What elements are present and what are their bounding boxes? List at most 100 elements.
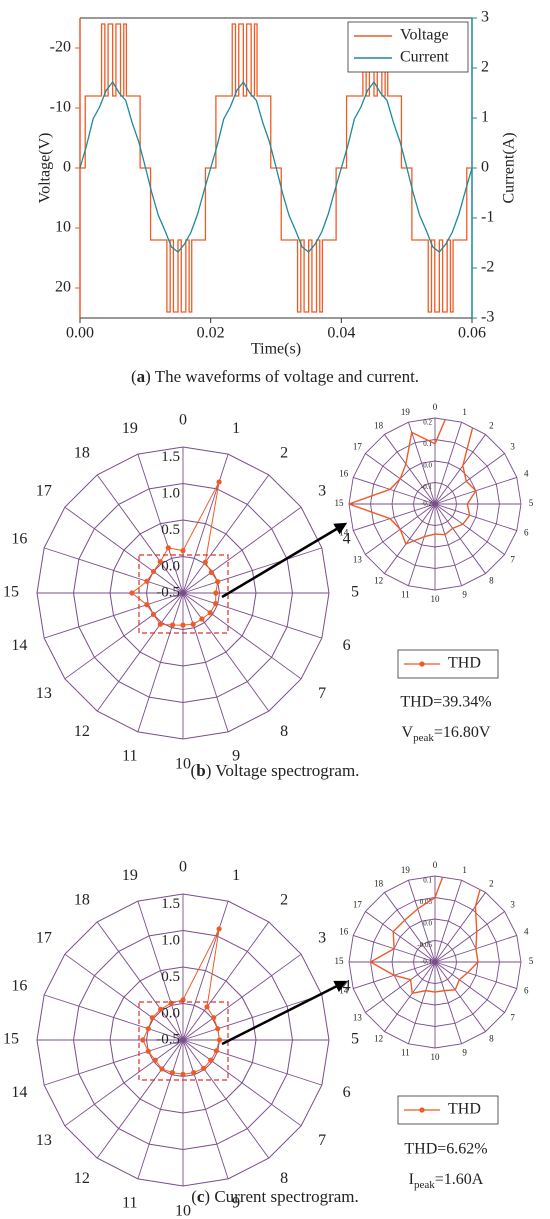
category-label: 7 bbox=[510, 1012, 515, 1022]
series-line bbox=[349, 418, 521, 545]
r-tick-label: -0.5 bbox=[156, 1031, 180, 1047]
peak-text: =1.60A bbox=[435, 1171, 484, 1188]
series-point bbox=[213, 590, 219, 596]
category-label: 10 bbox=[431, 594, 441, 604]
series-point bbox=[157, 621, 163, 627]
series-point bbox=[216, 1037, 223, 1043]
series-point bbox=[149, 1015, 155, 1021]
grid-ring bbox=[109, 966, 257, 1114]
category-label: 15 bbox=[335, 956, 345, 966]
category-label: 11 bbox=[401, 589, 410, 599]
category-label: 2 bbox=[489, 878, 494, 888]
r-tick-label: 1.5 bbox=[161, 449, 180, 465]
r-tick-label: 0.05 bbox=[420, 898, 433, 906]
grid-ring bbox=[72, 482, 294, 704]
legend-label: THD bbox=[448, 1101, 481, 1118]
caption-text: ) The waveforms of voltage and current. bbox=[145, 367, 419, 386]
category-label: 13 bbox=[353, 554, 363, 564]
series-point bbox=[216, 479, 222, 485]
legend-marker bbox=[419, 661, 425, 667]
category-label: 3 bbox=[318, 930, 326, 947]
zoom-arrow bbox=[221, 522, 348, 599]
category-label: 16 bbox=[11, 978, 27, 995]
series-point bbox=[152, 1057, 158, 1063]
category-label: 14 bbox=[339, 986, 349, 996]
grid-ring bbox=[370, 439, 500, 569]
caption-prefix: ( bbox=[191, 761, 197, 780]
category-label: 4 bbox=[524, 926, 529, 936]
category-label: 18 bbox=[74, 445, 90, 462]
category-label: 1 bbox=[232, 420, 240, 437]
category-label: 10 bbox=[175, 1203, 191, 1219]
grid-ring bbox=[391, 918, 479, 1006]
grid-ring bbox=[391, 460, 479, 548]
caption: (b) Voltage spectrogram. bbox=[191, 761, 360, 780]
category-label: 2 bbox=[489, 420, 494, 430]
y2-tick-label: -3 bbox=[481, 309, 494, 326]
category-label: 9 bbox=[232, 747, 240, 764]
category-label: 2 bbox=[280, 892, 288, 909]
category-label: 19 bbox=[122, 420, 138, 437]
category-label: 11 bbox=[122, 747, 137, 764]
category-label: 0 bbox=[433, 402, 438, 412]
series-group bbox=[140, 926, 223, 1077]
r-tick-label: -0.1 bbox=[421, 958, 433, 966]
r-tick-label: 0.0 bbox=[161, 1005, 180, 1021]
y2-tick-label: 1 bbox=[481, 109, 489, 126]
series-point bbox=[207, 610, 213, 616]
series-point bbox=[145, 1048, 151, 1054]
category-label: 6 bbox=[524, 986, 529, 996]
category-label: 7 bbox=[318, 685, 326, 702]
category-label: 10 bbox=[175, 756, 191, 773]
category-label: 5 bbox=[529, 956, 534, 966]
y2-tick-label: 0 bbox=[481, 159, 489, 176]
series-point bbox=[144, 578, 150, 584]
category-label: 9 bbox=[462, 589, 467, 599]
series-point bbox=[144, 602, 150, 608]
legend-box bbox=[347, 21, 469, 73]
category-label: 6 bbox=[343, 637, 351, 654]
category-label: 1 bbox=[462, 407, 467, 417]
series-point bbox=[165, 545, 171, 551]
peak-text: =16.80V bbox=[434, 724, 491, 741]
grid-ring bbox=[413, 482, 457, 526]
category-label: 8 bbox=[489, 576, 494, 586]
series-point bbox=[159, 1066, 165, 1072]
y2-tick-label: 2 bbox=[481, 59, 489, 76]
category-label: 12 bbox=[374, 576, 383, 586]
series-point bbox=[150, 568, 157, 575]
series-closing bbox=[411, 431, 436, 445]
y2-tick-label: 3 bbox=[481, 9, 489, 26]
category-label: 15 bbox=[3, 1031, 19, 1048]
r-tick-label: 0.2 bbox=[423, 419, 432, 427]
series-point bbox=[190, 621, 196, 627]
category-label: 3 bbox=[510, 442, 515, 452]
caption: (c) Current spectrogram. bbox=[191, 1187, 359, 1206]
caption-text: ) Voltage spectrogram. bbox=[206, 761, 360, 780]
grid-ring bbox=[36, 446, 330, 740]
category-label: 15 bbox=[335, 498, 345, 508]
category-label: 17 bbox=[353, 900, 363, 910]
series-closing bbox=[417, 896, 436, 910]
caption-label: a bbox=[137, 367, 146, 386]
peak-subscript: peak bbox=[413, 732, 434, 744]
series-point bbox=[168, 1000, 174, 1006]
x-tick-label: 0.02 bbox=[197, 325, 225, 342]
r-tick-label: -0.5 bbox=[156, 584, 180, 600]
category-label: 1 bbox=[462, 865, 467, 875]
category-label: 14 bbox=[11, 637, 27, 654]
category-label: 4 bbox=[524, 468, 529, 478]
legend-label: THD bbox=[448, 655, 481, 672]
legend-label: Voltage bbox=[400, 27, 449, 44]
category-label: 5 bbox=[351, 1031, 359, 1048]
y-tick-label: -10 bbox=[50, 99, 71, 116]
category-label: 0 bbox=[179, 859, 187, 876]
category-label: 15 bbox=[3, 584, 19, 601]
category-label: 19 bbox=[122, 867, 138, 884]
r-tick-label: 1.0 bbox=[161, 932, 180, 948]
peak-label: Ipeak=1.60A bbox=[409, 1171, 484, 1191]
category-label: 18 bbox=[74, 892, 90, 909]
grid-ring bbox=[109, 519, 257, 667]
series-point bbox=[215, 579, 221, 585]
series-group bbox=[349, 418, 521, 545]
